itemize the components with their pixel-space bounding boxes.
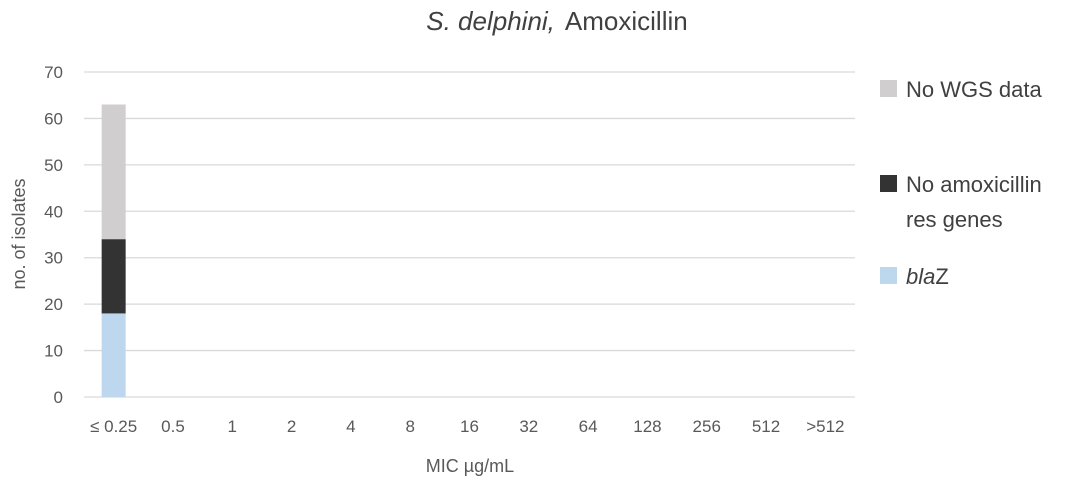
y-tick-label-10: 10 [44,342,63,361]
bars [101,104,126,397]
bar-segment-0-series-1 [101,239,126,314]
y-tick-label-40: 40 [44,202,63,221]
y-tick-label-0: 0 [54,388,63,407]
y-tick-label-20: 20 [44,295,63,314]
y-tick-label-60: 60 [44,109,63,128]
bar-segment-0-series-2 [101,104,126,240]
x-tick-label-5: 8 [405,417,414,436]
y-tick-label-70: 70 [44,63,63,82]
chart-title-drug: Amoxicillin [565,6,688,36]
chart-title: S. delphini, Amoxicillin [426,6,687,36]
legend-swatch-no-amoxicillin-res-genes [880,175,897,192]
x-tick-label-8: 64 [579,417,598,436]
legend-item-no-amoxicillin-res-genes: No amoxicillin res genes [880,172,1042,232]
y-axis-label: no. of isolates [9,178,29,289]
x-tick-label-2: 1 [228,417,237,436]
x-tick-label-0: ≤ 0.25 [90,417,137,436]
x-tick-label-3: 2 [287,417,296,436]
chart-title-species: S. delphini, [426,6,555,36]
x-tick-label-6: 16 [460,417,479,436]
x-axis-tick-labels: ≤ 0.25 0.5 1 2 4 8 16 32 64 128 256 512 >512 [90,417,844,436]
y-tick-label-50: 50 [44,156,63,175]
legend-label-blaz: blaZ [906,264,949,289]
x-tick-label-1: 0.5 [161,417,185,436]
legend-label-no-wgs-data: No WGS data [906,77,1042,102]
x-tick-label-7: 32 [519,417,538,436]
x-axis-label: MIC µg/mL [426,456,514,476]
y-tick-label-30: 30 [44,249,63,268]
x-tick-label-10: 256 [693,417,721,436]
legend-swatch-blaz [880,267,897,284]
legend-item-no-wgs-data: No WGS data [880,77,1042,102]
legend-label-blaz-suffix: Z [935,264,948,289]
y-axis-tick-labels: 0 10 20 30 40 50 60 70 [44,63,63,407]
x-tick-label-4: 4 [346,417,355,436]
legend-label-no-amoxicillin-line-2: res genes [906,207,1003,232]
legend-label-blaz-gene: bla [906,264,935,289]
gridlines [84,71,855,398]
legend-label-no-amoxicillin-line-1: No amoxicillin [906,172,1042,197]
x-tick-label-11: 512 [752,417,780,436]
legend-item-blaz: blaZ [880,264,949,289]
legend-swatch-no-wgs-data [880,80,897,97]
bar-segment-0-series-0 [101,313,126,397]
x-tick-label-12: >512 [806,417,844,436]
x-tick-label-9: 128 [633,417,661,436]
legend: No WGS data No amoxicillin res genes bla… [880,77,1042,289]
